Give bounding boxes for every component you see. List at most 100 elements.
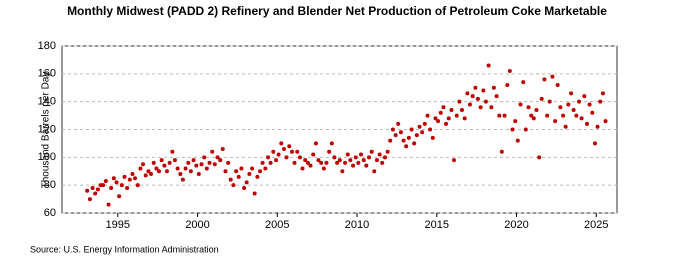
data-point xyxy=(369,149,374,154)
data-point xyxy=(553,119,558,124)
data-point xyxy=(406,135,411,140)
data-point xyxy=(433,116,438,121)
data-point xyxy=(542,77,547,82)
data-point xyxy=(276,152,281,157)
data-point xyxy=(282,146,286,151)
data-point xyxy=(284,155,289,160)
data-point xyxy=(452,158,457,163)
y-axis-label: Thousand Barrels per Day xyxy=(41,72,52,189)
data-point xyxy=(268,160,273,165)
x-tick-label: 2015 xyxy=(425,219,449,231)
data-point xyxy=(396,121,401,126)
x-tick-label: 2005 xyxy=(265,219,289,231)
chart-title: Monthly Midwest (PADD 2) Refinery and Bl… xyxy=(67,4,607,18)
data-point xyxy=(534,108,539,113)
x-tick-label: 2010 xyxy=(345,219,369,231)
data-point xyxy=(159,158,164,163)
data-point xyxy=(101,183,106,188)
data-point xyxy=(473,85,478,90)
data-point xyxy=(600,91,605,96)
data-point xyxy=(93,191,98,196)
data-point xyxy=(561,113,566,118)
data-point xyxy=(95,187,100,192)
data-point xyxy=(507,69,512,74)
data-point xyxy=(133,176,138,181)
data-point xyxy=(462,116,467,121)
data-point xyxy=(420,130,425,135)
data-point xyxy=(148,172,153,177)
data-point xyxy=(603,119,608,124)
data-point xyxy=(255,174,260,179)
data-point xyxy=(385,149,390,154)
data-point xyxy=(244,180,249,185)
data-point xyxy=(438,110,443,115)
data-point xyxy=(523,127,528,132)
data-point xyxy=(412,141,417,146)
data-point xyxy=(117,194,122,199)
data-point xyxy=(550,74,555,79)
data-point xyxy=(585,121,590,126)
data-point xyxy=(337,158,342,163)
data-point xyxy=(579,116,584,121)
data-point xyxy=(582,94,587,99)
data-point xyxy=(305,160,310,165)
data-point xyxy=(196,172,201,177)
y-tick-label: 80 xyxy=(44,179,56,191)
data-point xyxy=(266,155,271,160)
data-point xyxy=(332,155,337,160)
data-point xyxy=(563,124,568,129)
data-point xyxy=(236,174,241,179)
data-point xyxy=(401,138,406,143)
data-point xyxy=(212,162,217,167)
data-point xyxy=(417,124,422,129)
data-point xyxy=(555,82,560,87)
data-point xyxy=(537,155,542,160)
data-point xyxy=(135,183,140,188)
data-point xyxy=(467,102,472,107)
data-point xyxy=(260,160,265,165)
data-point xyxy=(545,113,550,118)
data-point xyxy=(595,124,600,129)
data-point xyxy=(481,88,486,93)
data-point xyxy=(170,149,175,154)
data-point xyxy=(598,99,603,104)
data-point xyxy=(340,169,345,174)
data-point xyxy=(388,138,393,143)
data-point xyxy=(252,191,257,196)
data-point xyxy=(90,185,95,190)
data-point xyxy=(353,155,358,160)
data-point xyxy=(151,160,156,165)
data-point xyxy=(356,160,361,165)
data-point xyxy=(109,185,114,190)
data-point xyxy=(271,149,276,154)
data-point xyxy=(103,178,108,183)
data-point xyxy=(494,94,499,99)
data-point xyxy=(172,158,177,163)
data-point xyxy=(127,177,132,182)
data-point xyxy=(444,121,449,126)
data-point xyxy=(247,172,252,177)
data-point xyxy=(199,162,204,167)
data-point xyxy=(223,169,228,174)
data-point xyxy=(505,82,510,87)
y-tick-label: 100 xyxy=(38,151,56,163)
data-point xyxy=(502,113,507,118)
data-point xyxy=(85,188,90,193)
data-point xyxy=(483,99,488,104)
data-point xyxy=(313,141,318,146)
data-point xyxy=(529,113,534,118)
data-point xyxy=(183,166,188,171)
data-point xyxy=(449,108,454,113)
data-point xyxy=(228,177,233,182)
data-point xyxy=(404,144,409,149)
data-point xyxy=(316,158,321,163)
data-point xyxy=(515,138,520,143)
data-point xyxy=(279,141,284,146)
data-point xyxy=(470,94,475,99)
data-point xyxy=(175,166,180,171)
data-point xyxy=(274,158,279,163)
data-point xyxy=(207,160,212,165)
data-point xyxy=(164,169,169,174)
data-point xyxy=(531,116,536,121)
